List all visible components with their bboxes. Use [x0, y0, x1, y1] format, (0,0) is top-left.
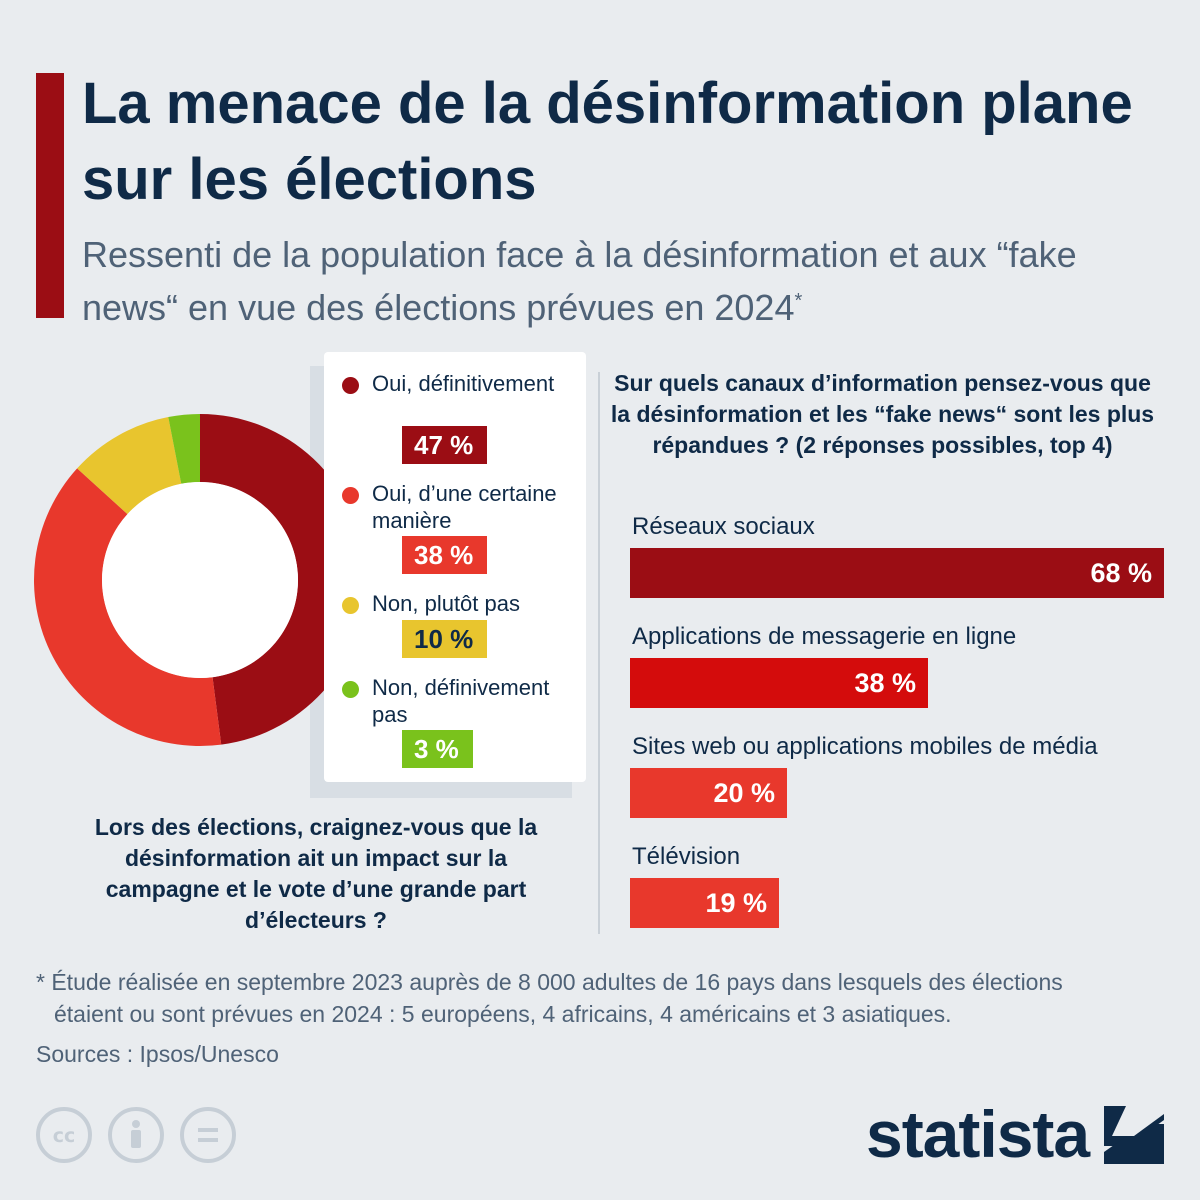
donut-question: Lors des élections, craignez-vous que la…	[94, 814, 538, 933]
bar-row: Télévision 19 %	[630, 840, 1190, 940]
legend-dot	[342, 597, 359, 614]
footnote: * Étude réalisée en septembre 2023 auprè…	[36, 966, 1176, 1030]
attribution-icon	[108, 1107, 164, 1163]
value-badge: 3 %	[402, 730, 473, 768]
value-badge: 38 %	[402, 536, 488, 574]
donut-slice	[77, 417, 182, 515]
statista-logo-icon	[1104, 1106, 1164, 1164]
donut-slice	[200, 414, 340, 745]
bar-value-label: 68 %	[1090, 557, 1152, 588]
bar-value-label: 38 %	[854, 667, 916, 698]
bar-row: Sites web ou applications mobiles de méd…	[630, 730, 1190, 830]
legend-dot	[342, 377, 359, 394]
legend-dot	[342, 487, 359, 504]
value-badge: 10 %	[402, 620, 488, 658]
bar: 38 %	[630, 658, 928, 708]
svg-text:cc: cc	[53, 1125, 76, 1147]
donut-slice	[168, 414, 200, 484]
bar-category-label: Télévision	[632, 843, 741, 870]
donut-slice	[33, 468, 222, 746]
bars-question: Sur quels canaux d’information pensez-vo…	[610, 370, 1155, 458]
footnote-line-1: * Étude réalisée en septembre 2023 auprè…	[36, 969, 1063, 995]
bar: 19 %	[630, 878, 779, 928]
legend-label: Non, plutôt pas	[372, 591, 520, 616]
legend-label: Oui, d’une certaine manière	[372, 481, 557, 533]
page-title: La menace de la désinformation plane sur…	[82, 71, 1133, 212]
bar-value-label: 20 %	[713, 777, 775, 808]
subtitle-footnote-mark: *	[794, 290, 803, 312]
footnote-line-2: étaient ou sont prévues en 2024 : 5 euro…	[54, 1001, 952, 1027]
bar-category-label: Sites web ou applications mobiles de méd…	[632, 733, 1098, 760]
legend-label: Oui, définitivement	[372, 371, 555, 396]
donut-hole	[102, 482, 298, 678]
donut-chart	[33, 414, 340, 746]
bar-value-label: 19 %	[705, 887, 767, 918]
sources: Sources : Ipsos/Unesco	[36, 1041, 279, 1067]
bar-category-label: Applications de messagerie en ligne	[632, 623, 1017, 650]
statista-logo-text: statista	[866, 1097, 1090, 1171]
value-badge: 47 %	[402, 426, 488, 464]
bar: 68 %	[630, 548, 1164, 598]
section-divider	[598, 372, 600, 934]
bar-row: Applications de messagerie en ligne 38 %	[630, 620, 1190, 720]
bar-chart: Réseaux sociaux 68 % Applications de messa…	[630, 510, 1190, 950]
no-derivatives-icon	[180, 1107, 236, 1163]
legend-dot	[342, 681, 359, 698]
title-accent-bar	[36, 73, 64, 318]
bar: 20 %	[630, 768, 787, 818]
cc-icon: cc	[36, 1107, 92, 1163]
page-subtitle: Ressenti de la population face à la dési…	[82, 232, 1142, 331]
subtitle-text: Ressenti de la population face à la dési…	[82, 234, 1077, 328]
bar-category-label: Réseaux sociaux	[632, 513, 815, 540]
legend-label: Non, définivement pas	[372, 675, 550, 727]
bar-row: Réseaux sociaux 68 %	[630, 510, 1190, 610]
donut-legend: Oui, définitivement 47 % Oui, d’une cert…	[324, 352, 586, 782]
